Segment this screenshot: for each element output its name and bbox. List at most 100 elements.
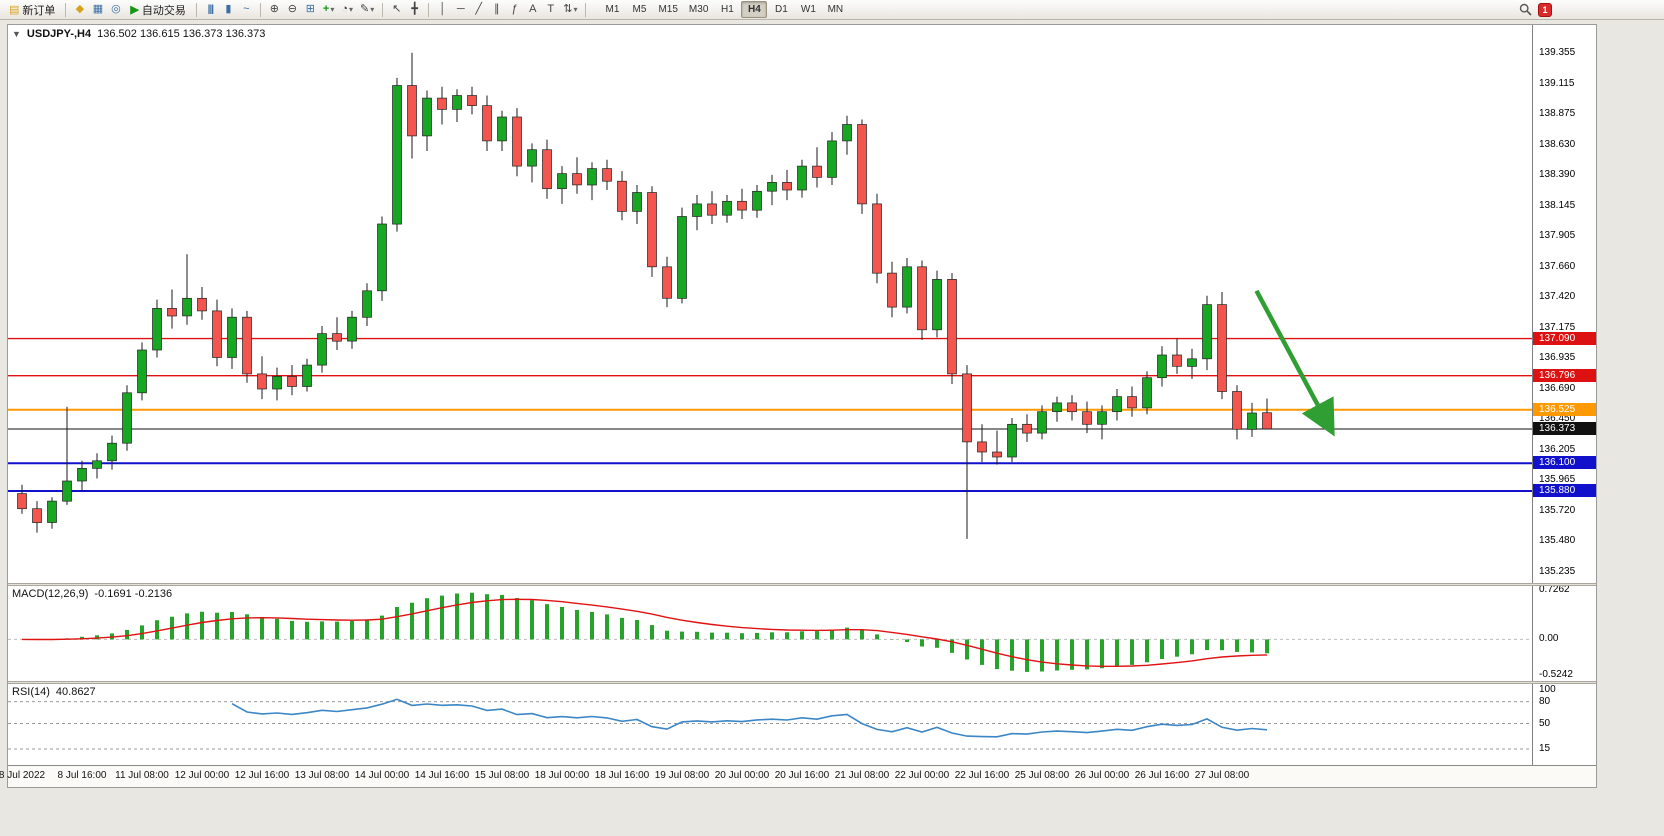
fibonacci-tool-icon[interactable]: ƒ bbox=[511, 3, 518, 15]
new-order-icon: ▤ bbox=[9, 4, 20, 16]
time-axis-tick: 21 Jul 08:00 bbox=[834, 770, 890, 781]
rsi-panel[interactable]: RSI(14) 40.8627 bbox=[8, 684, 1532, 765]
rsi-name: RSI(14) bbox=[12, 686, 50, 698]
arrows-tool-button[interactable]: ⇅ ▾ bbox=[560, 1, 580, 18]
timeframe-button-h4[interactable]: H4 bbox=[741, 1, 768, 18]
macd-header: MACD(12,26,9) -0.1691 -0.2136 bbox=[12, 588, 172, 600]
crosshair-icon[interactable]: ╋ bbox=[411, 3, 419, 15]
timeframe-button-m30[interactable]: M30 bbox=[688, 4, 709, 15]
new-order-label: 新订单 bbox=[22, 4, 56, 17]
price-axis-tick: 135.480 bbox=[1539, 535, 1576, 547]
megaphone-icon[interactable]: ◆ bbox=[75, 3, 85, 15]
time-axis-tick: 27 Jul 08:00 bbox=[1194, 770, 1250, 781]
indicators-button[interactable]: + ▾ bbox=[320, 1, 337, 18]
time-axis-tick: 18 Jul 16:00 bbox=[594, 770, 650, 781]
time-axis[interactable]: 8 Jul 2022 8 Jul 16:00 11 Jul 08:00 12 Jul … bbox=[0, 765, 1596, 787]
price-level-badge: 136.796 bbox=[1533, 368, 1596, 382]
auto-trading-button[interactable]: ▶ 自动交易 bbox=[125, 1, 190, 18]
price-axis-tick: 137.905 bbox=[1539, 230, 1576, 241]
price-axis-tick: 100 bbox=[1539, 684, 1556, 695]
time-axis-tick: 18 Jul 00:00 bbox=[534, 770, 590, 781]
price-level-badge: 136.100 bbox=[1533, 456, 1596, 470]
panel-separator[interactable] bbox=[8, 681, 1596, 684]
label-tool-icon[interactable]: T bbox=[547, 3, 555, 15]
candlestick-layer bbox=[8, 52, 1532, 539]
chart-window-icon[interactable]: ▦ bbox=[92, 3, 104, 15]
price-axis-tick: 136.935 bbox=[1539, 352, 1576, 364]
chart-header: ▼ USDJPY-,H4 136.502 136.615 136.373 136… bbox=[12, 28, 265, 40]
plot-column: ▼ USDJPY-,H4 136.502 136.615 136.373 136… bbox=[8, 25, 1532, 787]
timeframe-button-d1[interactable]: D1 bbox=[774, 4, 788, 15]
zoom-out-icon[interactable]: ⊖ bbox=[287, 3, 297, 15]
search-icon[interactable] bbox=[1519, 3, 1532, 16]
new-order-button[interactable]: ▤ 新订单 bbox=[4, 1, 60, 18]
macd-values: -0.1691 -0.2136 bbox=[94, 588, 173, 600]
cursor-icon[interactable]: ↖ bbox=[392, 3, 402, 15]
timeframe-button-m5[interactable]: M5 bbox=[632, 4, 647, 15]
rsi-header: RSI(14) 40.8627 bbox=[12, 686, 96, 698]
price-axis[interactable]: 139.355 139.115 138.875 138.630 138.390 138.1… bbox=[1532, 25, 1596, 765]
price-level-badge: 135.880 bbox=[1533, 484, 1596, 497]
panel-separator[interactable] bbox=[8, 583, 1596, 586]
symbol-period-label: USDJPY-,H4 bbox=[26, 28, 92, 40]
channel-tool-icon[interactable]: ∥ bbox=[493, 3, 500, 15]
separator bbox=[259, 2, 261, 17]
price-axis-tick: 139.115 bbox=[1539, 77, 1575, 89]
timeframe-button-w1[interactable]: W1 bbox=[800, 4, 816, 15]
horizontal-line-tool-icon[interactable]: ─ bbox=[456, 3, 465, 15]
time-axis-tick: 22 Jul 00:00 bbox=[894, 770, 950, 781]
time-axis-tick: 8 Jul 2022 bbox=[0, 770, 46, 781]
chevron-down-icon: ▾ bbox=[330, 4, 335, 14]
play-icon: ▶ bbox=[130, 4, 139, 16]
bar-chart-icon[interactable]: ||| bbox=[207, 3, 214, 15]
timeframe-button-m1[interactable]: M1 bbox=[605, 4, 620, 15]
price-axis-tick: 137.420 bbox=[1539, 291, 1576, 303]
toolbar-right-group: 1 bbox=[1519, 2, 1552, 17]
price-axis-tick: 80 bbox=[1539, 695, 1551, 707]
vertical-line-tool-icon[interactable]: │ bbox=[439, 3, 447, 15]
chart-window: ▼ USDJPY-,H4 136.502 136.615 136.373 136… bbox=[0, 24, 1597, 788]
zoom-in-icon[interactable]: ⊕ bbox=[269, 3, 279, 15]
price-axis-tick: 0.00 bbox=[1539, 633, 1559, 645]
candlestick-chart-icon[interactable]: ▮ bbox=[225, 3, 232, 15]
time-axis-tick: 25 Jul 08:00 bbox=[1014, 770, 1070, 781]
time-axis-tick: 8 Jul 16:00 bbox=[57, 770, 107, 781]
price-axis-tick: 138.390 bbox=[1539, 168, 1576, 180]
price-axis-tick: 138.630 bbox=[1539, 138, 1576, 150]
price-axis-tick: 135.965 bbox=[1539, 474, 1576, 486]
price-axis-tick: 138.875 bbox=[1539, 107, 1576, 119]
macd-panel[interactable]: MACD(12,26,9) -0.1691 -0.2136 bbox=[8, 586, 1532, 681]
timeframe-button-h1[interactable]: H1 bbox=[720, 4, 734, 15]
separator bbox=[65, 2, 67, 17]
separator bbox=[585, 2, 587, 17]
price-axis-tick: 137.660 bbox=[1539, 260, 1576, 272]
notification-badge[interactable]: 1 bbox=[1538, 2, 1552, 17]
text-tool-icon[interactable]: A bbox=[529, 3, 537, 15]
toolbar: ▤ 新订单 ◆ ▦ ◎ ▶ 自动交易 ||| ▮ ~ ⊕ ⊖ ⊞ + ▾ ◔ ▾… bbox=[0, 0, 1664, 20]
timeframe-button-m15[interactable]: M15 bbox=[658, 4, 678, 15]
one-click-trading-toggle[interactable]: ▼ bbox=[12, 29, 21, 39]
rsi-layer bbox=[8, 698, 1532, 750]
time-axis-tick: 14 Jul 16:00 bbox=[414, 770, 470, 781]
time-axis-tick: 12 Jul 00:00 bbox=[174, 770, 230, 781]
separator bbox=[382, 2, 384, 17]
templates-button[interactable]: ✎ ▾ bbox=[357, 1, 377, 18]
price-axis-tick: 0.7262 bbox=[1539, 584, 1570, 595]
macd-layer bbox=[8, 592, 1532, 672]
tile-windows-icon[interactable]: ⊞ bbox=[305, 3, 315, 15]
indicators-icon: + bbox=[322, 3, 330, 15]
periods-button[interactable]: ◔ ▾ bbox=[338, 1, 356, 18]
time-axis-tick: 26 Jul 00:00 bbox=[1074, 770, 1130, 781]
timeframe-button-mn[interactable]: MN bbox=[827, 4, 844, 15]
trendline-tool-icon[interactable]: ╱ bbox=[475, 3, 483, 15]
profiles-icon[interactable]: ◎ bbox=[111, 3, 121, 15]
line-chart-icon[interactable]: ~ bbox=[243, 3, 250, 15]
chevron-down-icon: ▾ bbox=[573, 4, 578, 14]
price-axis-tick: 136.205 bbox=[1539, 444, 1576, 456]
price-level-badge: 136.525 bbox=[1533, 402, 1596, 416]
time-axis-tick: 26 Jul 16:00 bbox=[1134, 770, 1190, 781]
time-axis-tick: 15 Jul 08:00 bbox=[474, 770, 530, 781]
main-chart[interactable]: ▼ USDJPY-,H4 136.502 136.615 136.373 136… bbox=[8, 25, 1532, 583]
separator bbox=[428, 2, 430, 17]
price-axis-tick: 50 bbox=[1539, 717, 1551, 729]
